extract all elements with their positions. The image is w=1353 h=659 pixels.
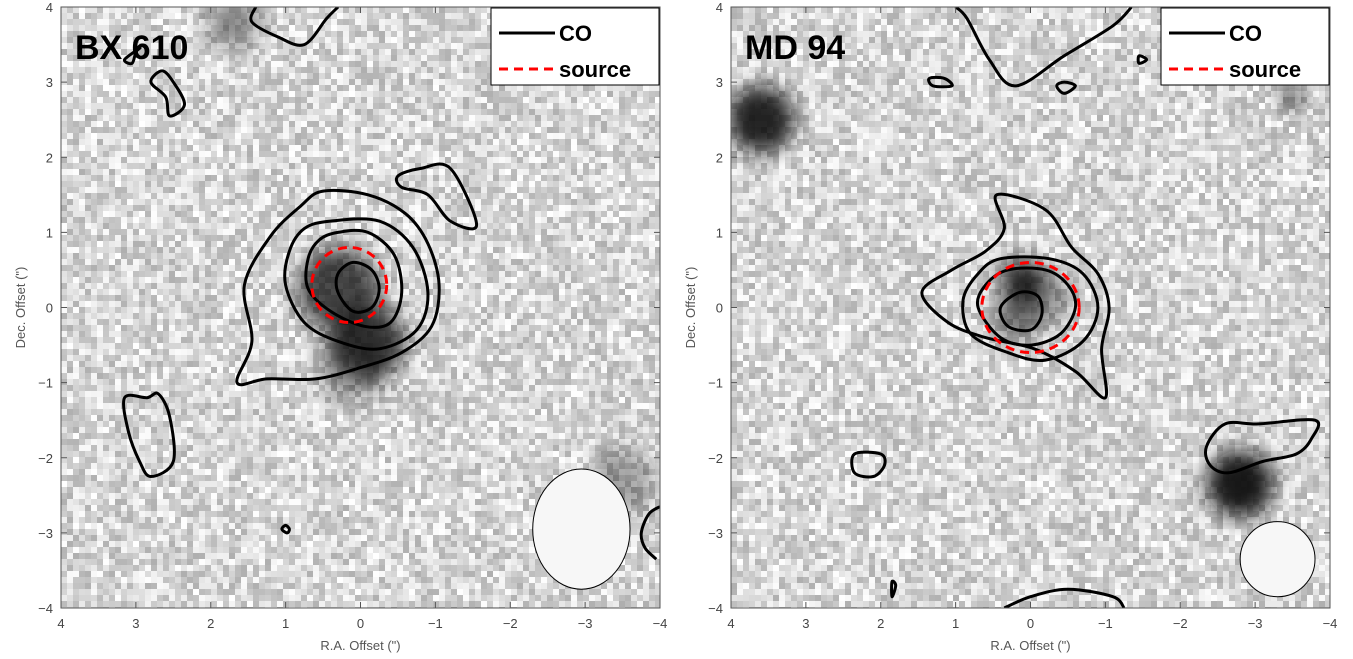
y-tick-label: 1 xyxy=(46,225,53,240)
legend-box xyxy=(490,7,660,86)
galaxy-emission xyxy=(315,326,391,402)
co-contour xyxy=(998,290,1044,333)
bx610-panel: 4 3 2 1 0 −1 −2 −3 −4 −4 −3 −2 −1 0 1 2 3 4 R.A. Offset ("… xyxy=(13,0,667,653)
galaxy-emission xyxy=(207,7,260,49)
co-contour xyxy=(920,192,1111,400)
co-contour xyxy=(394,162,479,231)
y-axis-label: Dec. Offset (") xyxy=(683,267,698,349)
co-contour xyxy=(235,188,441,387)
x-tick-label: −2 xyxy=(503,616,518,631)
y-tick-label: −4 xyxy=(708,601,723,616)
x-tick-label: 0 xyxy=(357,616,364,631)
source-ellipse xyxy=(310,245,389,325)
y-tick-label: −1 xyxy=(708,376,723,391)
panel-title: BX 610 xyxy=(75,29,188,67)
y-tick-label: 2 xyxy=(716,150,723,165)
x-tick-label: 1 xyxy=(282,616,289,631)
co-contour xyxy=(249,7,340,47)
y-tick-label: −4 xyxy=(38,601,53,616)
x-tick-label: −4 xyxy=(653,616,668,631)
x-tick-label: 1 xyxy=(952,616,959,631)
co-contour xyxy=(890,579,898,599)
x-tick-label: −4 xyxy=(1323,616,1338,631)
co-contour xyxy=(1003,587,1126,608)
legend-box xyxy=(1160,7,1330,86)
x-axis-label: R.A. Offset (") xyxy=(990,638,1070,653)
md94-panel: 4 3 2 1 0 −1 −2 −3 −4 −4 −3 −2 −1 0 1 2 3 4 R.A. Offset ("… xyxy=(683,0,1337,653)
x-tick-label: 2 xyxy=(877,616,884,631)
y-tick-label: 2 xyxy=(46,150,53,165)
galaxy-emission xyxy=(731,86,795,154)
x-tick-label: −1 xyxy=(1098,616,1113,631)
legend-co-label: CO xyxy=(1229,21,1262,46)
co-contour xyxy=(850,450,887,479)
y-tick-label: −1 xyxy=(38,376,53,391)
co-contour xyxy=(122,391,176,478)
co-contour xyxy=(954,7,1133,88)
y-tick-label: 3 xyxy=(46,75,53,90)
co-contour xyxy=(334,260,381,314)
y-tick-label: 4 xyxy=(46,0,53,15)
x-tick-label: 4 xyxy=(57,616,64,631)
galaxy-emission xyxy=(1206,450,1274,518)
x-axis-label: R.A. Offset (") xyxy=(320,638,400,653)
x-tick-label: 4 xyxy=(727,616,734,631)
legend-source-label: source xyxy=(1229,57,1301,82)
co-contours xyxy=(122,7,660,561)
co-contour xyxy=(961,255,1100,363)
x-tick-label: 3 xyxy=(802,616,809,631)
y-tick-label: 0 xyxy=(716,301,723,316)
legend-source-label: source xyxy=(559,57,631,82)
x-tick-label: −1 xyxy=(428,616,443,631)
x-tick-label: −3 xyxy=(1248,616,1263,631)
legend: CO source xyxy=(490,7,660,86)
co-contour xyxy=(639,505,660,561)
x-tick-label: 2 xyxy=(207,616,214,631)
co-contour xyxy=(304,228,404,329)
legend: CO source xyxy=(1160,7,1330,86)
co-contour xyxy=(280,523,291,535)
co-contour xyxy=(975,266,1078,347)
galaxy-emission xyxy=(1019,273,1072,327)
image-noise xyxy=(61,7,660,608)
y-tick-label: 1 xyxy=(716,225,723,240)
y-tick-label: 3 xyxy=(716,75,723,90)
co-contours xyxy=(850,7,1321,608)
y-tick-label: 4 xyxy=(716,0,723,15)
x-tick-label: −3 xyxy=(578,616,593,631)
co-contour xyxy=(149,69,186,118)
image-sources xyxy=(731,85,1304,518)
y-tick-label: 0 xyxy=(46,301,53,316)
x-tick-label: −2 xyxy=(1173,616,1188,631)
beam-ellipse xyxy=(532,468,631,590)
co-contour xyxy=(283,217,430,351)
source-ellipse xyxy=(980,260,1081,355)
co-contour xyxy=(123,46,142,66)
co-contour xyxy=(927,75,954,89)
beam-ellipse xyxy=(1239,521,1316,598)
x-tick-label: 3 xyxy=(132,616,139,631)
y-tick-label: −3 xyxy=(708,526,723,541)
co-contour xyxy=(1136,54,1149,65)
co-contour xyxy=(1055,80,1077,95)
panel-title: MD 94 xyxy=(745,29,845,67)
x-tick-label: 0 xyxy=(1027,616,1034,631)
y-tick-label: −2 xyxy=(38,451,53,466)
y-tick-label: −2 xyxy=(708,451,723,466)
legend-co-label: CO xyxy=(559,21,592,46)
galaxy-emission xyxy=(1281,85,1304,109)
y-tick-label: −3 xyxy=(38,526,53,541)
co-contour xyxy=(1204,418,1321,475)
y-axis-label: Dec. Offset (") xyxy=(13,267,28,349)
